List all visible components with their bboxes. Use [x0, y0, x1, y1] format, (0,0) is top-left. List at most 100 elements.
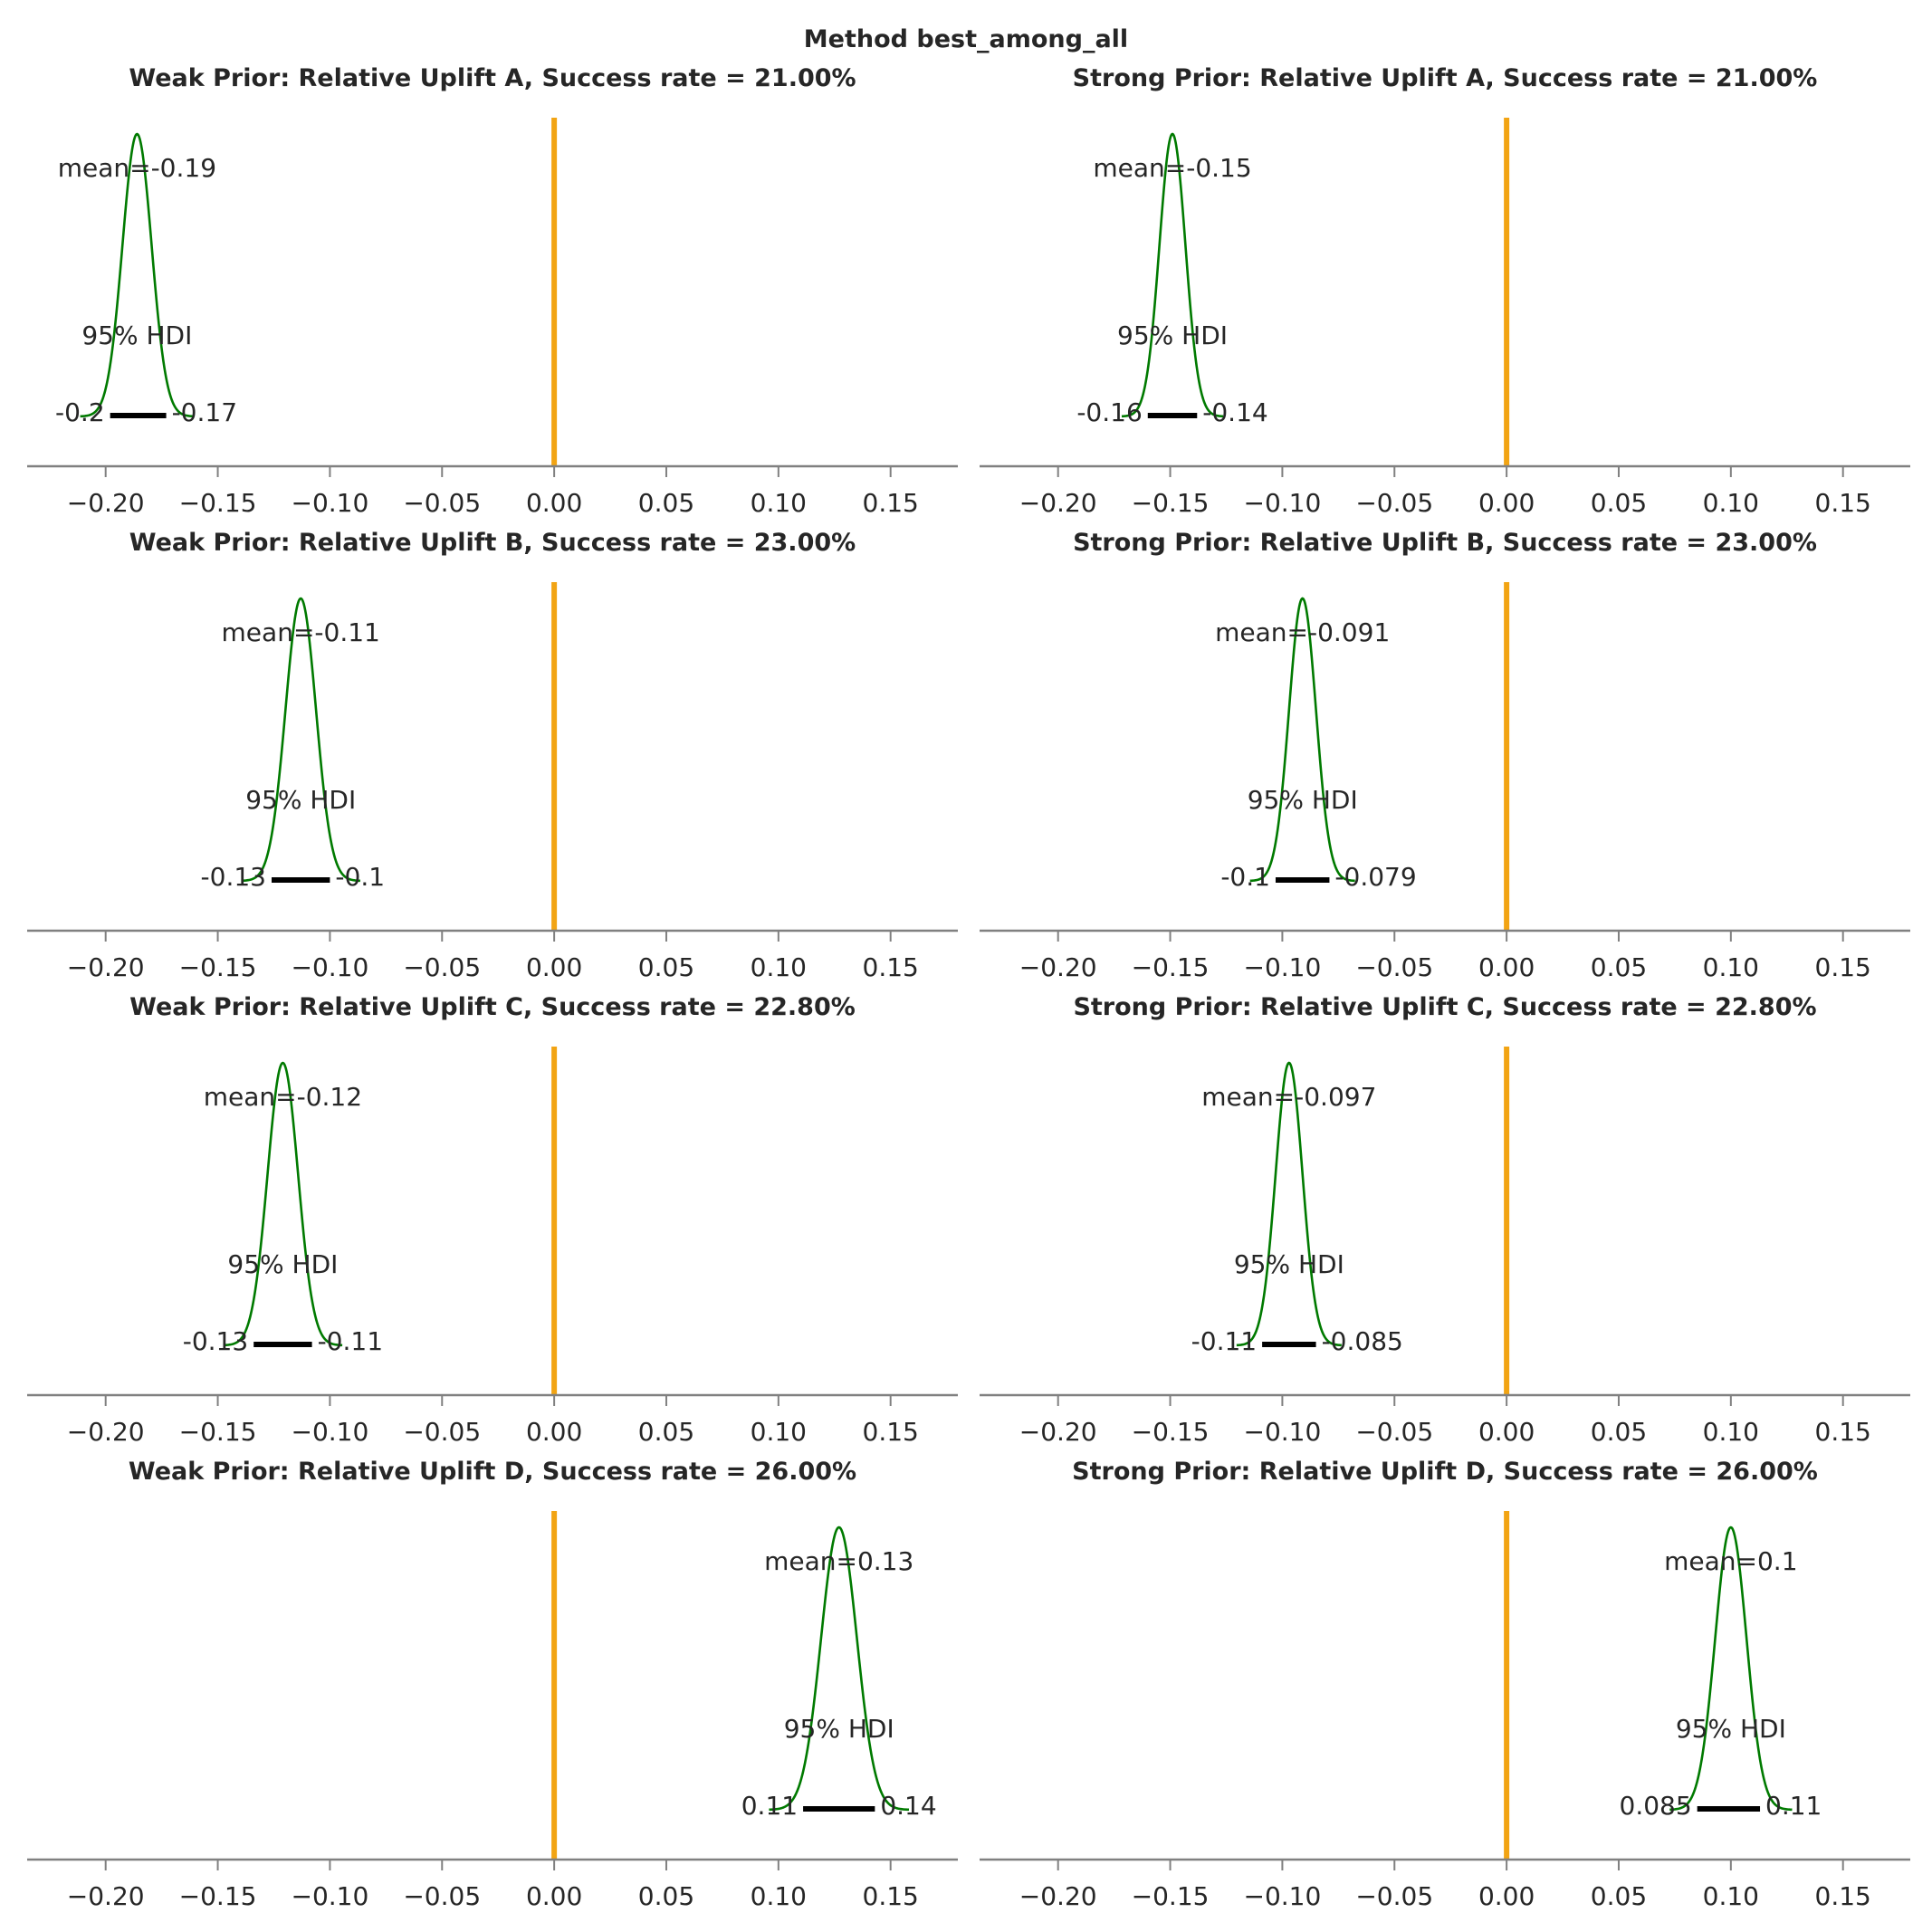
x-tick-label: −0.05 — [1355, 1417, 1433, 1447]
mean-label: mean=-0.12 — [204, 1082, 362, 1112]
x-tick-label: 0.05 — [638, 1417, 694, 1447]
hdi-high-label: -0.085 — [1322, 1326, 1403, 1356]
x-tick-label: 0.00 — [526, 488, 582, 518]
subplot-title: Strong Prior: Relative Uplift D, Success… — [1072, 1458, 1818, 1486]
subplot-panel: Strong Prior: Relative Uplift D, Success… — [980, 1458, 1910, 1911]
x-tick-label: −0.05 — [1355, 1881, 1433, 1911]
subplot-title: Strong Prior: Relative Uplift A, Success… — [1073, 64, 1818, 92]
x-tick-label: −0.10 — [292, 1881, 369, 1911]
x-tick-label: −0.05 — [1355, 488, 1433, 518]
hdi-label: 95% HDI — [1117, 320, 1228, 350]
mean-label: mean=0.1 — [1664, 1546, 1797, 1576]
x-tick-label: −0.15 — [179, 1881, 257, 1911]
mean-label: mean=-0.097 — [1201, 1082, 1376, 1112]
x-tick-label: 0.05 — [638, 952, 694, 982]
density-curve — [241, 597, 360, 883]
density-curve — [1669, 1526, 1793, 1812]
x-tick-label: −0.10 — [1244, 1417, 1322, 1447]
x-tick-label: −0.20 — [67, 1417, 145, 1447]
x-tick-label: 0.05 — [1591, 488, 1647, 518]
hdi-high-label: -0.1 — [335, 862, 385, 892]
hdi-label: 95% HDI — [1248, 785, 1358, 815]
x-tick-label: 0.10 — [1703, 1881, 1759, 1911]
x-tick-label: 0.00 — [1478, 488, 1535, 518]
x-tick-label: −0.10 — [292, 952, 369, 982]
x-tick-label: 0.05 — [1591, 1417, 1647, 1447]
x-tick-label: −0.20 — [1019, 1881, 1097, 1911]
x-tick-label: −0.15 — [1132, 488, 1210, 518]
hdi-label: 95% HDI — [245, 785, 356, 815]
x-tick-label: 0.15 — [1815, 1417, 1871, 1447]
x-tick-label: 0.15 — [1815, 488, 1871, 518]
x-tick-label: 0.10 — [751, 1881, 807, 1911]
x-tick-label: 0.10 — [751, 952, 807, 982]
hdi-label: 95% HDI — [784, 1714, 894, 1744]
hdi-low-label: 0.11 — [741, 1791, 798, 1821]
x-tick-label: −0.05 — [403, 952, 481, 982]
subplot-title: Weak Prior: Relative Uplift C, Success r… — [129, 993, 856, 1021]
density-curve — [223, 1061, 343, 1347]
x-tick-label: 0.10 — [1703, 1417, 1759, 1447]
x-tick-label: 0.00 — [526, 952, 582, 982]
mean-label: mean=-0.091 — [1215, 617, 1390, 647]
x-tick-label: 0.15 — [1815, 952, 1871, 982]
hdi-low-label: 0.085 — [1620, 1791, 1692, 1821]
mean-label: mean=0.13 — [764, 1546, 913, 1576]
x-tick-label: −0.10 — [292, 1417, 369, 1447]
x-tick-label: −0.15 — [1132, 1881, 1210, 1911]
density-curve — [80, 132, 195, 418]
subplot-panel: Weak Prior: Relative Uplift B, Success r… — [27, 529, 958, 982]
x-tick-label: 0.10 — [751, 1417, 807, 1447]
hdi-label: 95% HDI — [81, 320, 192, 350]
subplot-panel: Strong Prior: Relative Uplift B, Success… — [980, 529, 1910, 982]
subplot-panel: Weak Prior: Relative Uplift A, Success r… — [27, 64, 958, 518]
x-tick-label: 0.15 — [1815, 1881, 1871, 1911]
subplot-panel: Strong Prior: Relative Uplift A, Success… — [980, 64, 1910, 518]
x-tick-label: −0.10 — [1244, 488, 1322, 518]
hdi-low-label: -0.13 — [201, 862, 266, 892]
hdi-label: 95% HDI — [1676, 1714, 1786, 1744]
x-tick-label: −0.15 — [179, 488, 257, 518]
hdi-high-label: -0.14 — [1202, 397, 1267, 427]
x-tick-label: −0.20 — [1019, 1417, 1097, 1447]
subplot-title: Strong Prior: Relative Uplift C, Success… — [1073, 993, 1816, 1021]
x-tick-label: 0.15 — [863, 952, 919, 982]
hdi-high-label: 0.14 — [880, 1791, 936, 1821]
x-tick-label: 0.05 — [1591, 1881, 1647, 1911]
x-tick-label: −0.05 — [1355, 952, 1433, 982]
x-tick-label: −0.20 — [1019, 488, 1097, 518]
x-tick-label: −0.15 — [179, 1417, 257, 1447]
x-tick-label: 0.00 — [526, 1417, 582, 1447]
hdi-label: 95% HDI — [1234, 1249, 1344, 1279]
mean-label: mean=-0.15 — [1093, 153, 1251, 183]
x-tick-label: 0.15 — [863, 1417, 919, 1447]
hdi-low-label: -0.16 — [1076, 397, 1142, 427]
x-tick-label: −0.20 — [67, 1881, 145, 1911]
density-curve — [1236, 1061, 1342, 1347]
hdi-high-label: 0.11 — [1765, 1791, 1822, 1821]
hdi-low-label: -0.2 — [55, 397, 105, 427]
subplot-title: Weak Prior: Relative Uplift D, Success r… — [129, 1458, 856, 1486]
x-tick-label: −0.10 — [1244, 1881, 1322, 1911]
x-tick-label: 0.10 — [751, 488, 807, 518]
x-tick-label: 0.15 — [863, 1881, 919, 1911]
x-tick-label: −0.20 — [67, 488, 145, 518]
x-tick-label: −0.05 — [403, 488, 481, 518]
x-tick-label: −0.15 — [1132, 1417, 1210, 1447]
x-tick-label: −0.05 — [403, 1417, 481, 1447]
x-tick-label: −0.10 — [292, 488, 369, 518]
mean-label: mean=-0.11 — [222, 617, 380, 647]
x-tick-label: 0.05 — [638, 488, 694, 518]
x-tick-label: 0.05 — [1591, 952, 1647, 982]
x-tick-label: −0.20 — [1019, 952, 1097, 982]
figure-suptitle: Method best_among_all — [804, 25, 1128, 53]
subplot-title: Strong Prior: Relative Uplift B, Success… — [1073, 529, 1817, 557]
subplot-panel: Weak Prior: Relative Uplift D, Success r… — [27, 1458, 958, 1911]
subplot-title: Weak Prior: Relative Uplift A, Success r… — [129, 64, 856, 92]
subplot-grid: Weak Prior: Relative Uplift A, Success r… — [27, 64, 1910, 1911]
hdi-low-label: -0.11 — [1191, 1326, 1257, 1356]
hdi-high-label: -0.17 — [172, 397, 237, 427]
x-tick-label: 0.00 — [1478, 952, 1535, 982]
